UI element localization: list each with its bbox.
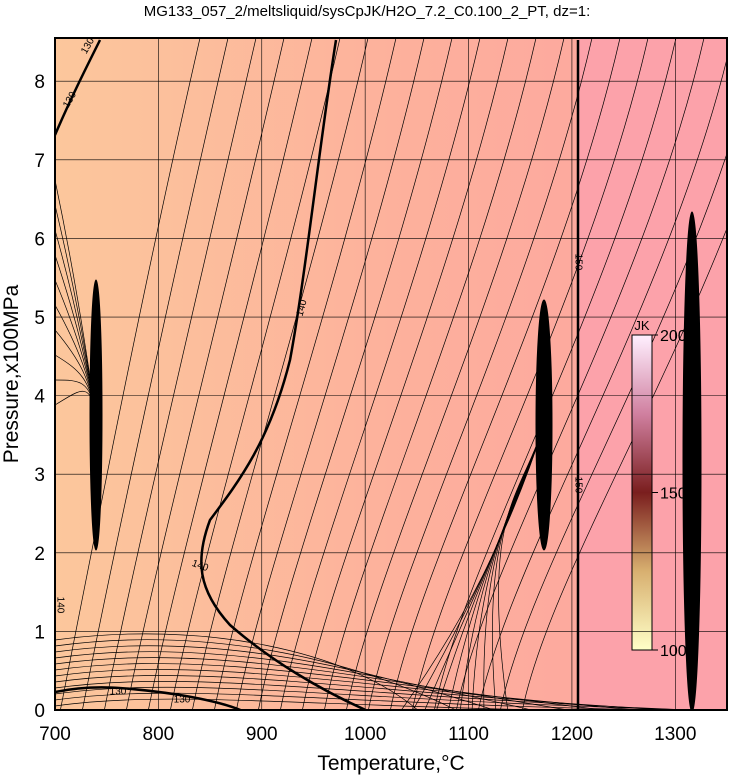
x-tick-label: 1100 [448, 724, 489, 745]
contour-line [55, 663, 607, 710]
y-tick-label: 7 [34, 151, 45, 172]
x-tick-label: 700 [39, 724, 71, 745]
contour-line [126, 38, 285, 710]
x-tick-label: 1200 [551, 724, 593, 745]
contour-label: 130 [174, 695, 191, 706]
contour-line [500, 152, 727, 710]
y-tick-label: 1 [34, 622, 45, 643]
y-tick-label: 3 [34, 465, 45, 486]
chart-title: MG133_057_2/meltsliquid/sysCpJK/H2O_7.2_… [144, 3, 591, 20]
contour-line [498, 424, 545, 710]
contour-label: 140 [54, 597, 65, 614]
x-tick-label: 1300 [654, 724, 696, 745]
contour-line [412, 38, 649, 710]
contour-line [258, 38, 453, 710]
y-tick-label: 8 [34, 72, 45, 93]
contour-line [302, 38, 509, 710]
contour-line [456, 38, 705, 710]
contour-line [434, 38, 677, 710]
contours [55, 38, 727, 710]
contour-line [55, 686, 707, 710]
colorbar-tick-label: 200 [660, 328, 687, 345]
x-tick-label: 800 [143, 724, 175, 745]
contour-line [390, 38, 621, 710]
contour-line [192, 38, 369, 710]
contour-line [236, 38, 425, 710]
contour-line [55, 698, 560, 710]
colorbar-label: JK [634, 318, 650, 333]
y-tick-label: 5 [34, 308, 45, 329]
contour-line [346, 38, 565, 710]
colorbar-tick-label: 100 [660, 643, 687, 660]
y-tick-label: 2 [34, 544, 45, 565]
colorbar-tick-label: 150 [660, 486, 687, 503]
contour-line [214, 38, 397, 710]
colorbar [631, 334, 653, 651]
y-tick-label: 0 [34, 701, 45, 722]
contour-label: 140 [295, 298, 310, 317]
contour-line [82, 38, 229, 710]
contour-line [55, 686, 244, 710]
contour-line [60, 38, 201, 710]
contour-line [200, 39, 369, 710]
contour-line [104, 38, 257, 710]
y-tick-label: 6 [34, 229, 45, 250]
contour-line [55, 651, 533, 710]
x-tick-label: 1000 [344, 724, 386, 745]
contour-cluster [682, 211, 702, 710]
contour-line [55, 39, 102, 136]
y-axis-label: Pressure,x100MPa [0, 284, 23, 463]
contour-line [478, 57, 727, 710]
y-tick-label: 4 [34, 387, 45, 408]
contour-line [55, 657, 571, 710]
contour-line [148, 38, 313, 710]
contour-line [280, 38, 481, 710]
contour-label: 150 [572, 477, 583, 494]
contour-line [55, 680, 697, 710]
contour-line [55, 639, 457, 710]
contour-line [55, 391, 97, 416]
contour-line [55, 645, 496, 710]
contour-line [324, 38, 537, 710]
x-axis-label: Temperature,°C [317, 752, 464, 775]
contour-line [55, 675, 673, 710]
x-tick-label: 900 [246, 724, 278, 745]
contour-label: 130 [110, 687, 127, 698]
contour-label: 150 [572, 254, 583, 271]
